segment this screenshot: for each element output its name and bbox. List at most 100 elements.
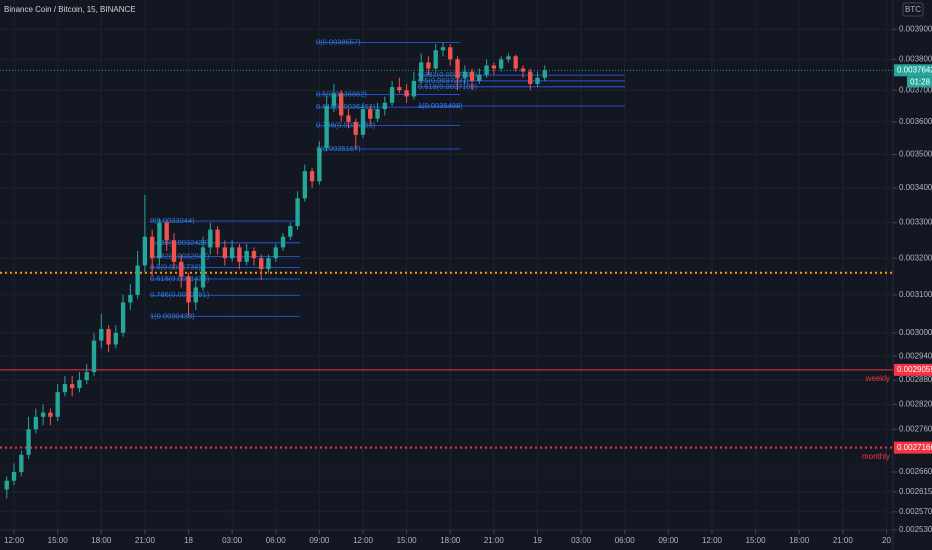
fib-label: 0.618(0.0036463) xyxy=(316,102,376,111)
candle-body xyxy=(19,454,24,473)
fib-label: 1(0.0035167) xyxy=(316,144,361,153)
candle-body xyxy=(215,229,220,248)
candle-body xyxy=(244,250,249,262)
candle-body xyxy=(135,265,140,295)
x-tick-label: 06:00 xyxy=(266,536,287,545)
candle-body xyxy=(346,115,351,122)
fib-label: 0.382(0.0032047) xyxy=(150,251,210,260)
candle-body xyxy=(77,380,82,389)
candle-body xyxy=(62,384,68,393)
fib-label: 0.786(0.0030991) xyxy=(150,290,210,299)
level-price: 0.0027166 xyxy=(897,443,932,452)
candle-body xyxy=(317,147,322,182)
x-tick-label: 21:00 xyxy=(833,536,854,545)
candle-body xyxy=(48,412,53,417)
y-tick-label: 0.0025300 xyxy=(899,525,932,534)
candle-body xyxy=(528,71,533,84)
x-tick-label: 21:00 xyxy=(135,536,156,545)
candle-body xyxy=(40,412,46,417)
level-label: weekly xyxy=(865,374,890,383)
candle-body xyxy=(157,222,162,259)
candle-body xyxy=(368,109,373,119)
candle-body xyxy=(498,59,504,69)
candle-body xyxy=(535,77,540,84)
candle-body xyxy=(266,258,271,270)
candle-body xyxy=(353,121,358,135)
candle-body xyxy=(418,62,424,81)
candle-body xyxy=(26,429,31,455)
candle-body xyxy=(237,247,242,262)
candle-body xyxy=(360,109,366,135)
x-tick-label: 03:00 xyxy=(222,536,243,545)
candle-body xyxy=(288,226,293,237)
candle-body xyxy=(339,93,344,116)
candle-body xyxy=(99,329,104,341)
candle-body xyxy=(84,372,89,381)
fib-label: 0.5(0.0031739) xyxy=(150,263,201,272)
candle-body xyxy=(491,65,497,69)
candle-body xyxy=(251,250,257,259)
x-tick-label: 09:00 xyxy=(658,536,679,545)
candle-body xyxy=(440,47,446,51)
currency-label[interactable]: BTC xyxy=(905,5,921,14)
currency-box[interactable] xyxy=(902,2,924,17)
candle-body xyxy=(259,258,264,270)
candle-body xyxy=(477,74,482,81)
candle-body xyxy=(55,392,60,417)
candle-body xyxy=(280,236,286,248)
candle-body xyxy=(455,59,460,78)
countdown: 01:28 xyxy=(910,77,931,86)
candle-body xyxy=(113,332,118,345)
candle-body xyxy=(208,229,213,248)
countdown-tag xyxy=(907,76,932,88)
x-tick-label: 12:00 xyxy=(4,536,25,545)
candle-body xyxy=(382,102,387,110)
candle-body xyxy=(70,384,75,389)
fib-label: 0(0.0033044) xyxy=(150,216,195,225)
fib-label: 0(0.0038557) xyxy=(316,37,361,46)
candle-body xyxy=(164,222,169,241)
candle-body xyxy=(128,294,133,303)
level-price: 0.0029055 xyxy=(897,365,932,374)
candle-body xyxy=(469,71,475,81)
x-tick-label: 15:00 xyxy=(746,536,767,545)
chart-title: Binance Coin / Bitcoin, 15, BINANCE xyxy=(4,5,136,14)
x-tick-label: 20 xyxy=(882,536,891,545)
candle-body xyxy=(302,171,308,199)
candle-body xyxy=(324,105,329,148)
candle-body xyxy=(389,87,395,103)
candle-body xyxy=(171,240,177,262)
candle-body xyxy=(33,416,39,430)
current-price-tag xyxy=(894,64,932,77)
candle-body xyxy=(222,247,228,259)
x-tick-label: 03:00 xyxy=(571,536,592,545)
candle-body xyxy=(193,287,198,303)
fib-label: 0.786(0.0035893) xyxy=(316,120,376,129)
candle-body xyxy=(426,62,431,69)
candle-body xyxy=(411,80,417,97)
candle-body xyxy=(542,70,547,78)
fib-label: 0.5(0.0037297) xyxy=(418,76,469,85)
candle-body xyxy=(331,93,337,106)
candle-body xyxy=(11,472,17,481)
x-tick-label: 18 xyxy=(184,536,193,545)
candle-body xyxy=(142,236,148,266)
x-tick-label: 06:00 xyxy=(615,536,636,545)
x-tick-label: 18:00 xyxy=(789,536,810,545)
candle-body xyxy=(200,247,206,288)
x-tick-label: 18:00 xyxy=(91,536,112,545)
x-tick-label: 15:00 xyxy=(48,536,69,545)
x-tick-label: 21:00 xyxy=(484,536,505,545)
